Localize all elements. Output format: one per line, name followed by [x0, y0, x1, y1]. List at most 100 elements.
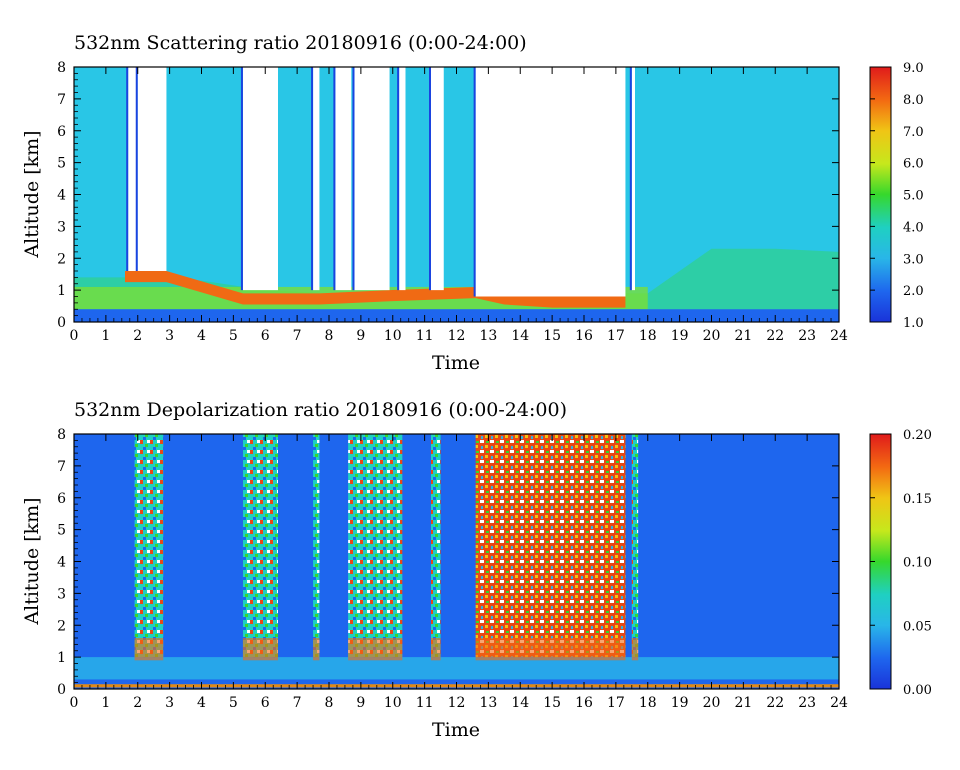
y-tick-label: 2	[57, 618, 66, 634]
attenuated-column	[631, 67, 635, 291]
colorbar-gradient	[870, 67, 891, 322]
x-tick-label: 5	[229, 695, 238, 711]
x-tick-label: 22	[766, 328, 784, 344]
plot-area	[73, 66, 840, 323]
x-tick-label: 12	[448, 328, 466, 344]
attenuated-column	[399, 67, 406, 291]
x-tick-label: 11	[416, 328, 434, 344]
colorbar: 1.0 2.0 3.0 4.0 5.0 6.0 7.0 8.0 9.0	[869, 61, 924, 331]
heatmap-layers	[74, 434, 839, 688]
attenuated-column	[354, 67, 390, 291]
x-tick-label: 23	[798, 695, 816, 711]
colorbar-tick-label: 8.0	[903, 93, 924, 108]
colorbar-tick-label: 3.0	[903, 252, 924, 267]
x-tick-label: 1	[101, 695, 110, 711]
x-tick-label: 11	[416, 695, 434, 711]
colorbar-tick-label: 9.0	[903, 61, 924, 76]
column-edge	[397, 67, 400, 291]
y-tick-label: 1	[57, 650, 66, 666]
attenuated-column	[242, 67, 278, 291]
attenuated-column	[475, 67, 626, 297]
x-tick-label: 16	[575, 328, 593, 344]
colorbar-gradient	[870, 434, 891, 689]
column-edge	[352, 67, 355, 291]
y-tick-label: 5	[57, 156, 66, 172]
x-tick-label: 19	[671, 328, 689, 344]
panel-title: 532nm Depolarization ratio 20180916 (0:0…	[74, 399, 567, 421]
colorbar-tick-label: 1.0	[903, 316, 924, 331]
cloud-base-layer	[125, 271, 626, 308]
y-tick-label: 4	[57, 188, 66, 204]
cloud-base-depolarization	[242, 638, 278, 661]
x-tick-label: 21	[734, 695, 752, 711]
x-tick-label: 6	[261, 328, 270, 344]
x-tick-label: 2	[133, 328, 142, 344]
x-tick-label: 14	[511, 328, 529, 344]
scattering-ratio-panel: 532nm Scattering ratio 20180916 (0:00-24…	[21, 32, 924, 374]
x-tick-label: 15	[543, 695, 561, 711]
x-tick-label: 2	[133, 695, 142, 711]
attenuated-column	[431, 67, 444, 291]
cloud-base-depolarization	[631, 638, 639, 661]
y-tick-label: 8	[57, 427, 66, 443]
x-tick-label: 7	[293, 328, 302, 344]
column-edge	[429, 67, 431, 291]
attenuated-column	[137, 67, 167, 271]
colorbar-tick-label: 2.0	[903, 284, 924, 299]
x-tick-label: 18	[639, 328, 657, 344]
column-edge	[240, 67, 243, 291]
x-tick-label: 14	[511, 695, 529, 711]
x-tick-label: 17	[607, 328, 625, 344]
x-tick-label: 16	[575, 695, 593, 711]
x-tick-label: 21	[734, 328, 752, 344]
x-tick-label: 4	[197, 695, 206, 711]
high-depolarization-column	[475, 434, 626, 658]
x-tick-label: 0	[70, 695, 79, 711]
plot-background	[74, 434, 839, 689]
y-tick-label: 8	[57, 60, 66, 76]
y-axis-label: Altitude [km]	[21, 497, 43, 625]
attenuated-column	[128, 67, 138, 271]
colorbar-tick-label: 0.05	[903, 619, 932, 634]
colorbar-tick-label: 0.20	[903, 428, 932, 443]
heatmap-layers	[74, 67, 839, 322]
x-tick-label: 24	[830, 328, 848, 344]
x-tick-label: 7	[293, 695, 302, 711]
x-tick-label: 13	[479, 328, 497, 344]
attenuated-column	[313, 67, 320, 291]
y-axis: 0 1 2 3 4 5 6 7 8	[57, 60, 839, 331]
x-tick-label: 20	[703, 695, 721, 711]
y-tick-label: 1	[57, 283, 66, 299]
high-depolarization-column	[431, 434, 441, 658]
x-tick-label: 9	[356, 695, 365, 711]
high-depolarization-column	[242, 434, 278, 658]
y-tick-label: 7	[57, 92, 66, 108]
x-tick-label: 1	[101, 328, 110, 344]
y-tick-label: 4	[57, 555, 66, 571]
attenuated-column	[335, 67, 352, 291]
high-depolarization-column	[631, 434, 639, 658]
colorbar-tick-label: 7.0	[903, 125, 924, 140]
column-edge	[473, 67, 476, 297]
y-tick-label: 2	[57, 251, 66, 267]
column-edge	[629, 67, 632, 291]
x-tick-label: 24	[830, 695, 848, 711]
x-tick-label: 19	[671, 695, 689, 711]
x-tick-label: 13	[479, 695, 497, 711]
colorbar-tick-label: 4.0	[903, 220, 924, 235]
column-edge	[135, 67, 138, 271]
cloud-base-depolarization	[475, 638, 626, 661]
x-tick-label: 17	[607, 695, 625, 711]
depolarization-ratio-panel: 532nm Depolarization ratio 20180916 (0:0…	[21, 399, 932, 741]
column-edge	[311, 67, 314, 291]
x-tick-label: 20	[703, 328, 721, 344]
x-tick-label: 10	[384, 695, 402, 711]
column-edge	[126, 67, 129, 271]
x-axis-label: Time	[432, 719, 480, 741]
colorbar-tick-label: 0.15	[903, 492, 932, 507]
x-axis: 0 1 2 3 4 5 6 7 8 9 10 11 12 13 14 15 16 17 18 19 20 21 22 23 24	[70, 434, 848, 711]
x-tick-label: 4	[197, 328, 206, 344]
panel-title: 532nm Scattering ratio 20180916 (0:00-24…	[74, 32, 527, 54]
x-tick-label: 22	[766, 695, 784, 711]
